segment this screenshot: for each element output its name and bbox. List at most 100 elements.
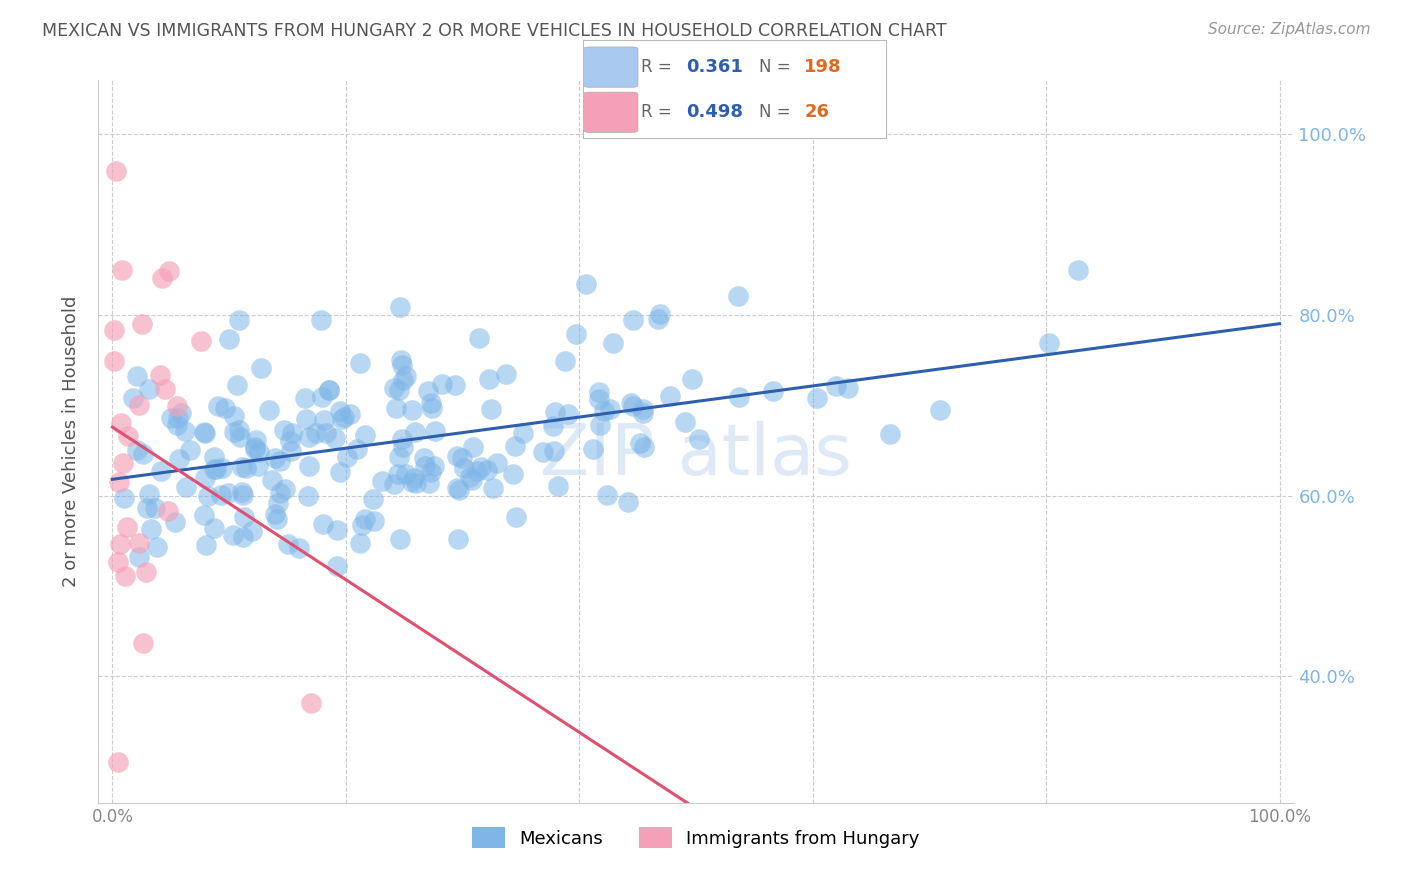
- Point: [329, 404, 352, 418]
- Point: [650, 307, 672, 321]
- Point: [202, 521, 225, 535]
- Text: R =: R =: [641, 103, 676, 120]
- Point: [465, 464, 488, 478]
- Point: [232, 488, 254, 502]
- Point: [879, 427, 901, 442]
- Point: [659, 389, 682, 403]
- Point: [194, 426, 217, 441]
- Point: [224, 425, 246, 440]
- Point: [243, 442, 266, 457]
- Point: [232, 509, 254, 524]
- Point: [121, 392, 143, 406]
- Point: [166, 418, 188, 433]
- Point: [388, 383, 411, 397]
- Point: [423, 458, 446, 473]
- Point: [575, 277, 598, 291]
- Text: R =: R =: [641, 58, 676, 76]
- Point: [929, 402, 952, 417]
- Point: [430, 377, 453, 392]
- Point: [226, 377, 249, 392]
- Point: [299, 697, 322, 711]
- Text: Source: ZipAtlas.com: Source: ZipAtlas.com: [1208, 22, 1371, 37]
- Point: [110, 537, 132, 551]
- Point: [107, 555, 129, 569]
- Point: [190, 334, 212, 348]
- Point: [167, 410, 190, 425]
- Point: [391, 359, 413, 373]
- Point: [166, 399, 188, 413]
- Point: [114, 569, 136, 583]
- Point: [264, 451, 287, 466]
- Point: [297, 489, 319, 503]
- Point: [503, 438, 526, 452]
- Point: [246, 458, 269, 473]
- Point: [633, 401, 655, 416]
- Point: [468, 331, 491, 345]
- Point: [280, 444, 302, 458]
- Point: [391, 373, 413, 387]
- Point: [103, 354, 125, 368]
- Point: [621, 313, 644, 327]
- Point: [330, 412, 353, 426]
- Point: [388, 532, 411, 546]
- Point: [153, 382, 176, 396]
- Text: N =: N =: [759, 58, 796, 76]
- Point: [209, 488, 232, 502]
- Point: [231, 484, 253, 499]
- Point: [505, 510, 527, 524]
- Point: [245, 440, 267, 454]
- Point: [458, 470, 481, 484]
- Point: [205, 462, 228, 476]
- Point: [143, 500, 166, 515]
- Point: [350, 518, 373, 533]
- Point: [315, 425, 337, 440]
- Point: [266, 496, 288, 510]
- Point: [145, 541, 167, 555]
- Point: [111, 456, 134, 470]
- Point: [420, 466, 443, 480]
- Point: [304, 426, 326, 441]
- Point: [139, 522, 162, 536]
- Point: [211, 460, 233, 475]
- Point: [1067, 263, 1090, 277]
- Point: [495, 367, 517, 381]
- Point: [235, 461, 257, 475]
- Point: [543, 444, 565, 458]
- Point: [125, 369, 148, 384]
- Point: [326, 523, 349, 537]
- Point: [633, 440, 655, 454]
- Point: [207, 399, 229, 413]
- Point: [269, 454, 291, 468]
- Text: N =: N =: [759, 103, 796, 120]
- Point: [451, 450, 474, 465]
- Point: [394, 467, 416, 482]
- Point: [167, 452, 190, 467]
- Point: [135, 566, 157, 580]
- Legend: Mexicans, Immigrants from Hungary: Mexicans, Immigrants from Hungary: [472, 827, 920, 848]
- Point: [633, 406, 655, 420]
- Point: [150, 270, 173, 285]
- Point: [117, 520, 139, 534]
- Point: [333, 410, 356, 425]
- Point: [127, 442, 149, 457]
- Point: [589, 418, 612, 433]
- Point: [218, 332, 240, 346]
- Point: [647, 312, 669, 326]
- Point: [318, 383, 340, 397]
- Point: [392, 440, 415, 454]
- Point: [681, 372, 703, 386]
- Text: 0.361: 0.361: [686, 58, 744, 76]
- Point: [232, 530, 254, 544]
- Point: [673, 416, 696, 430]
- Point: [298, 458, 321, 473]
- Point: [404, 425, 426, 440]
- Point: [311, 313, 333, 327]
- Point: [385, 401, 408, 416]
- Point: [762, 384, 785, 399]
- Point: [599, 401, 621, 416]
- Point: [616, 495, 638, 509]
- Point: [138, 383, 160, 397]
- Point: [266, 512, 288, 526]
- Point: [479, 401, 502, 416]
- Point: [363, 515, 385, 529]
